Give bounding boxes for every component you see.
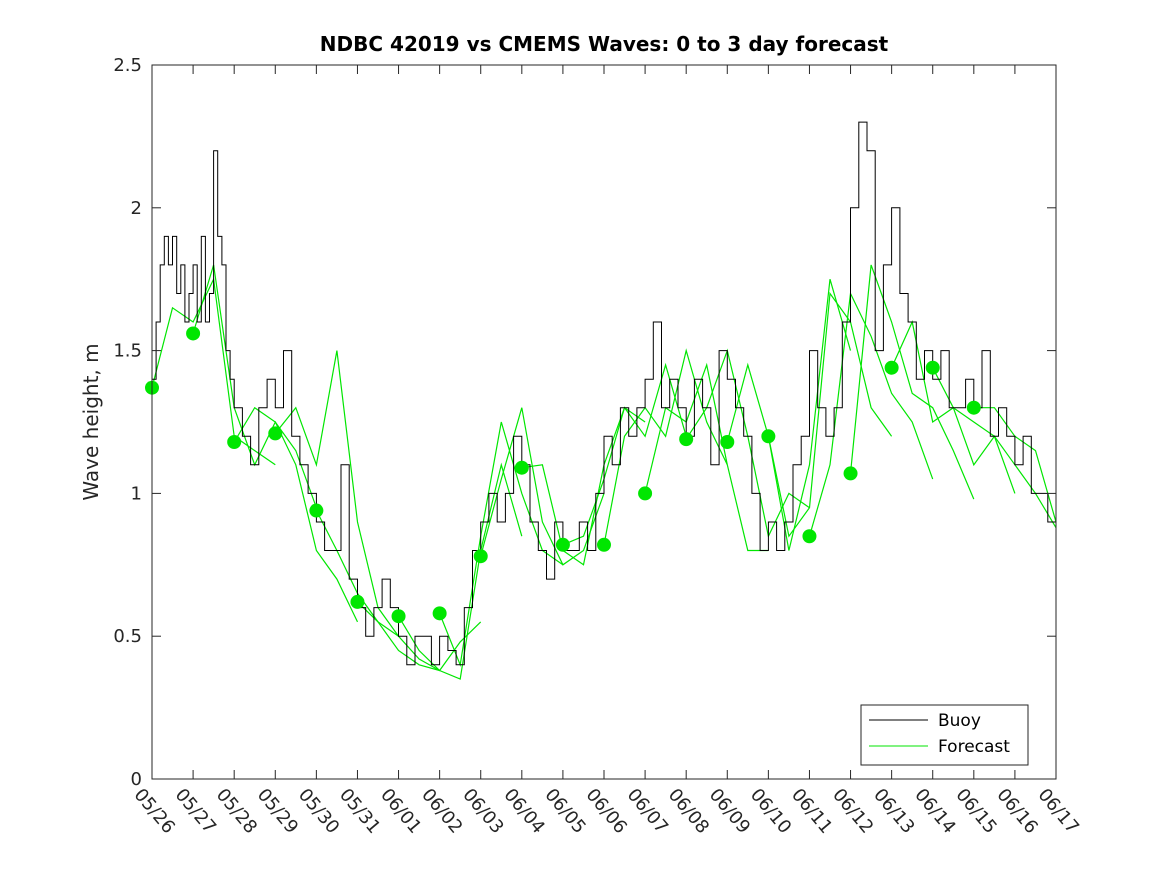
y-tick-label: 0 [131, 769, 142, 790]
y-tick-label: 2 [131, 198, 142, 219]
forecast-start-point [555, 537, 570, 552]
y-tick-label: 1.5 [113, 341, 142, 362]
buoy-line [152, 121, 1056, 666]
forecast-start-point [925, 360, 940, 375]
forecast-run-line [849, 264, 975, 500]
x-tick-label: 05/26 [130, 785, 179, 838]
x-tick-label: 05/29 [253, 785, 302, 838]
x-tick-label: 06/11 [787, 785, 836, 838]
forecast-start-point [514, 460, 529, 475]
legend-buoy-label: Buoy [938, 711, 981, 731]
forecast-run-line [480, 407, 605, 566]
forecast-run-line [603, 348, 728, 545]
x-tick-label: 06/09 [705, 785, 754, 838]
forecast-start-point [350, 594, 365, 609]
x-tick-label: 05/27 [171, 785, 220, 838]
forecast-start-point [761, 429, 776, 444]
forecast-start-point [884, 360, 899, 375]
forecast-run-line [767, 291, 893, 538]
x-tick-label: 06/15 [951, 785, 1000, 838]
x-tick-label: 06/01 [376, 785, 425, 838]
x-tick-label: 05/28 [212, 785, 261, 838]
forecast-start-point [186, 326, 201, 341]
legend-forecast-label: Forecast [938, 737, 1010, 757]
forecast-start-point [966, 400, 981, 415]
y-tick-label: 0.5 [113, 626, 142, 647]
series-layer [145, 121, 1057, 680]
forecast-start-point [720, 434, 735, 449]
y-tick-label: 2.5 [113, 55, 142, 76]
x-tick-label: 06/16 [992, 785, 1041, 838]
forecast-run-line [233, 406, 359, 623]
legend-box [860, 704, 1029, 766]
forecast-start-point [638, 486, 653, 501]
x-tick-label: 06/10 [746, 785, 795, 838]
forecast-start-point [268, 426, 283, 441]
forecast-start-point [473, 549, 488, 564]
x-tick-label: 06/08 [664, 785, 713, 838]
legend: Buoy Forecast [860, 704, 1029, 766]
x-tick-label: 06/17 [1034, 785, 1083, 838]
forecast-start-point [432, 606, 447, 621]
x-tick-label: 06/14 [910, 785, 959, 838]
plot-area [152, 65, 1056, 779]
x-tick-label: 06/12 [828, 785, 877, 838]
forecast-run-line [808, 291, 934, 537]
x-tick-label: 06/02 [417, 785, 466, 838]
forecast-start-point [802, 529, 817, 544]
forecast-run-line [397, 462, 523, 680]
forecast-start-point [309, 503, 324, 518]
forecast-run-line [357, 601, 482, 672]
x-tick-label: 06/13 [869, 785, 918, 838]
forecast-start-point [679, 432, 694, 447]
x-tick-label: 06/03 [458, 785, 507, 838]
forecast-start-point [597, 537, 611, 552]
x-tick-label: 06/04 [499, 785, 548, 838]
forecast-start-point [227, 434, 242, 449]
x-tick-label: 06/07 [623, 785, 672, 838]
y-tick-label: 1 [131, 483, 142, 504]
y-axis-label: Wave height, m [79, 343, 103, 500]
forecast-start-point [391, 609, 406, 624]
x-tick-label: 05/30 [294, 785, 343, 838]
chart-title: NDBC 42019 vs CMEMS Waves: 0 to 3 day fo… [320, 32, 889, 56]
x-tick-label: 06/05 [540, 785, 589, 838]
forecast-start-point [843, 466, 858, 481]
forecast-run-line [726, 279, 852, 551]
x-tick-label: 05/31 [335, 785, 384, 838]
x-tick-label: 06/06 [582, 785, 631, 838]
